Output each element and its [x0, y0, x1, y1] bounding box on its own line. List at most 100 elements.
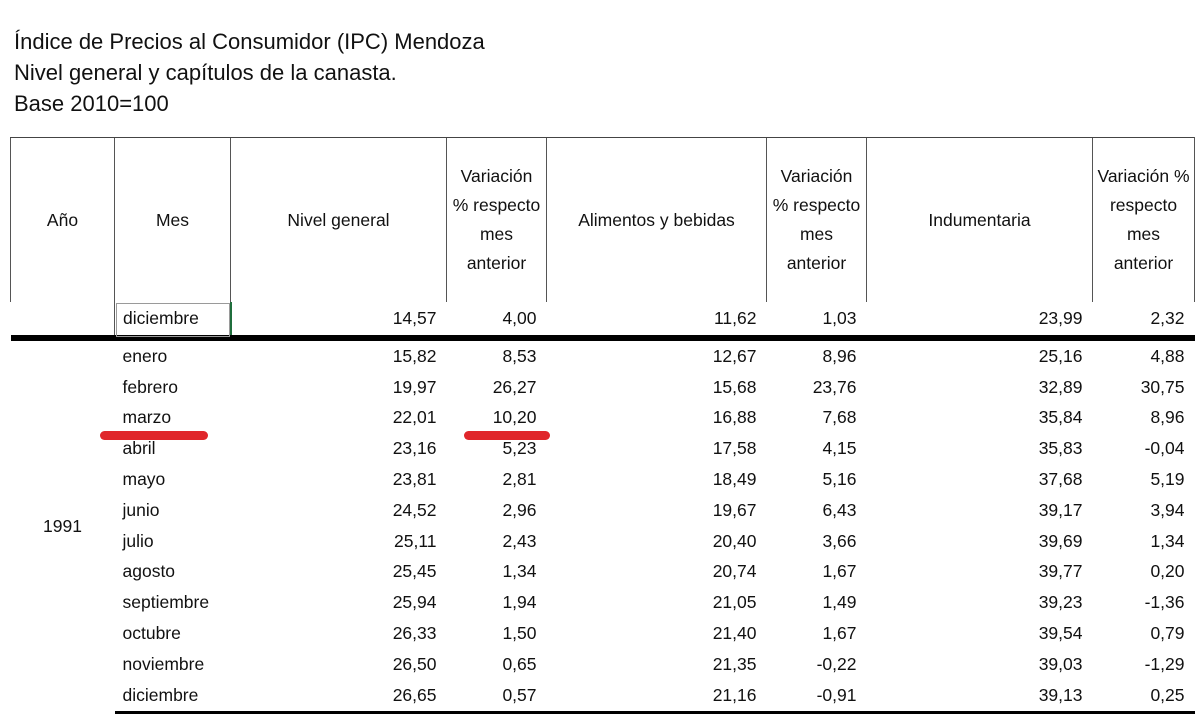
cell-var-indumentaria: -0,04 [1144, 438, 1185, 459]
cell-var-indumentaria: 3,94 [1150, 499, 1185, 520]
cell-var-nivel: 2,96 [502, 499, 537, 520]
cell-mes: marzo [122, 407, 172, 428]
cell-var-nivel: 26,27 [492, 376, 537, 397]
cell-var-alimentos: 23,76 [812, 376, 857, 397]
subtitle: Nivel general y capítulos de la canasta. [14, 60, 397, 85]
ipc-table: Año Mes Nivel general Variación % respec… [10, 137, 1195, 714]
selected-cell-mes[interactable]: diciembre [114, 302, 232, 341]
cell-var-alimentos: 8,96 [822, 345, 857, 366]
table-row: julio 25,11 2,43 20,40 3,66 39,69 1,34 [11, 526, 1195, 557]
table-row: diciembre 26,65 0,57 21,16 -0,91 39,13 0,25 [11, 679, 1195, 714]
cell-var-indumentaria: -1,36 [1144, 592, 1185, 613]
table-row: octubre 26,33 1,50 21,40 1,67 39,54 0,79 [11, 618, 1195, 649]
cell-var-alimentos: 3,66 [822, 530, 857, 551]
cell-var-alimentos: 1,49 [822, 592, 857, 613]
cell-mes: agosto [122, 561, 176, 582]
cell-alimentos: 15,68 [712, 376, 757, 397]
cell-nivel-general: 22,01 [392, 407, 437, 428]
cell-nivel-general: 25,94 [392, 592, 437, 613]
cell-indumentaria: 39,03 [1038, 653, 1083, 674]
cell-indumentaria: 35,83 [1038, 438, 1083, 459]
cell-var-alimentos: -0,91 [766, 679, 867, 714]
cell-var-indumentaria: 0,25 [1092, 679, 1195, 714]
cell-nivel-general: 14,57 [230, 302, 447, 341]
table-row: abril 23,16 5,23 17,58 4,15 35,83 -0,04 [11, 433, 1195, 464]
cell-indumentaria: 39,13 [866, 679, 1093, 714]
cell-var-alimentos: 5,16 [822, 469, 857, 490]
table-row: mayo 23,81 2,81 18,49 5,16 37,68 5,19 [11, 464, 1195, 495]
cell-var-nivel: 4,00 [446, 302, 547, 341]
cell-var-nivel: 1,34 [502, 561, 537, 582]
base-note: Base 2010=100 [14, 91, 169, 116]
cell-indumentaria: 39,77 [1038, 561, 1083, 582]
cell-mes: septiembre [122, 592, 210, 613]
cell-indumentaria: 39,54 [1038, 623, 1083, 644]
cell-alimentos: 16,88 [712, 407, 757, 428]
cell-var-nivel: 0,57 [446, 679, 547, 714]
cell-indumentaria: 39,69 [1038, 530, 1083, 551]
cell-nivel-general: 26,50 [392, 653, 437, 674]
cell-var-nivel: 1,94 [502, 592, 537, 613]
cell-nivel-general: 24,52 [392, 499, 437, 520]
header-row: Año Mes Nivel general Variación % respec… [10, 137, 1195, 302]
header-indumentaria: Indumentaria [866, 137, 1093, 302]
year-cell-empty [10, 302, 115, 341]
cell-var-indumentaria: 4,88 [1150, 345, 1185, 366]
header-mes: Mes [114, 137, 231, 302]
cell-mes: octubre [122, 623, 181, 644]
cell-var-alimentos: 1,67 [822, 561, 857, 582]
cell-indumentaria: 25,16 [1038, 345, 1083, 366]
title: Índice de Precios al Consumidor (IPC) Me… [14, 29, 485, 54]
cell-var-indumentaria: 5,19 [1150, 469, 1185, 490]
cell-mes: mayo [122, 469, 166, 490]
cell-alimentos: 18,49 [712, 469, 757, 490]
cell-nivel-general: 23,81 [392, 469, 437, 490]
cell-var-nivel: 0,65 [502, 653, 537, 674]
cell-var-alimentos: -0,22 [816, 653, 857, 674]
cell-alimentos: 12,67 [712, 345, 757, 366]
cell-mes: febrero [122, 376, 178, 397]
cell-var-indumentaria: 8,96 [1150, 407, 1185, 428]
cell-alimentos: 19,67 [712, 499, 757, 520]
table-row: noviembre 26,50 0,65 21,35 -0,22 39,03 -1,29 [11, 649, 1195, 680]
header-alimentos: Alimentos y bebidas [546, 137, 767, 302]
table-row: junio 24,52 2,96 19,67 6,43 39,17 3,94 [11, 495, 1195, 526]
cell-var-alimentos: 4,15 [822, 438, 857, 459]
table-row: 1991 enero 15,82 8,53 12,67 8,96 25,16 4,88 [11, 338, 1195, 536]
cell-indumentaria: 37,68 [1038, 469, 1083, 490]
cell-var-indumentaria: -1,29 [1144, 653, 1185, 674]
year-cell: 1991 [43, 516, 82, 537]
cell-nivel-general: 19,97 [392, 376, 437, 397]
cell-var-alimentos: 1,03 [766, 302, 867, 341]
cell-indumentaria: 23,99 [866, 302, 1093, 341]
cell-alimentos: 20,74 [712, 561, 757, 582]
cell-alimentos: 11,62 [546, 302, 767, 341]
red-highlight-mark-mes [100, 431, 208, 440]
cell-var-alimentos: 1,67 [822, 623, 857, 644]
table-row: marzo 22,01 10,20 16,88 7,68 35,84 8,96 [11, 403, 1195, 434]
header-var-alimentos: Variación % respecto mes anterior [766, 137, 867, 302]
cell-alimentos: 21,35 [712, 653, 757, 674]
cell-mes: diciembre [114, 679, 231, 714]
cell-var-indumentaria: 1,34 [1150, 530, 1185, 551]
cell-nivel-general: 26,33 [392, 623, 437, 644]
table-row-previous-december: diciembre 14,57 4,00 11,62 1,03 23,99 2,… [10, 302, 1195, 341]
cell-nivel-general: 26,65 [230, 679, 447, 714]
cell-alimentos: 20,40 [712, 530, 757, 551]
cell-var-nivel: 1,50 [502, 623, 537, 644]
table-row: septiembre 25,94 1,94 21,05 1,49 39,23 -1,36 [11, 587, 1195, 618]
cell-nivel-general: 15,82 [392, 345, 437, 366]
cell-indumentaria: 39,17 [1038, 499, 1083, 520]
cell-var-indumentaria: 2,32 [1092, 302, 1195, 341]
cell-var-nivel: 2,81 [502, 469, 537, 490]
cell-var-nivel: 8,53 [502, 345, 537, 366]
cell-nivel-general: 23,16 [392, 438, 437, 459]
cell-mes: abril [122, 438, 156, 459]
cell-var-nivel: 5,23 [502, 438, 537, 459]
cell-alimentos: 21,40 [712, 623, 757, 644]
header-var-indumentaria: Variación % respecto mes anterior [1092, 137, 1195, 302]
cell-mes: julio [122, 530, 154, 551]
cell-nivel-general: 25,45 [392, 561, 437, 582]
table-row: febrero 19,97 26,27 15,68 23,76 32,89 30,75 [11, 372, 1195, 403]
header-anio: Año [10, 137, 115, 302]
